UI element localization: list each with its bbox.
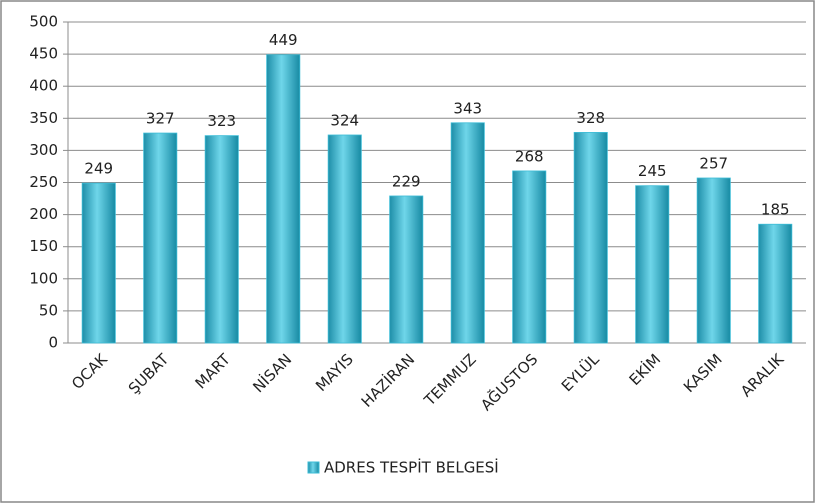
y-tick-label: 350 — [29, 109, 58, 127]
legend: ADRES TESPİT BELGESİ — [307, 458, 499, 477]
bar — [573, 132, 608, 344]
data-label: 324 — [330, 111, 359, 129]
data-label: 245 — [638, 162, 667, 180]
bar — [327, 134, 362, 344]
bar — [512, 170, 547, 344]
data-label: 328 — [576, 109, 605, 127]
bar — [81, 182, 116, 344]
data-label: 257 — [699, 155, 728, 173]
bar — [204, 135, 239, 344]
y-tick-label: 450 — [29, 45, 58, 63]
bar — [635, 185, 670, 344]
data-label: 343 — [453, 99, 482, 117]
bar — [389, 195, 424, 344]
bar — [143, 132, 178, 344]
bar — [758, 223, 793, 344]
data-label: 327 — [146, 110, 175, 128]
y-tick-label: 100 — [29, 269, 58, 287]
y-tick-label: 0 — [48, 334, 58, 352]
legend-swatch — [307, 461, 320, 474]
y-tick-label: 250 — [29, 173, 58, 191]
y-tick-label: 500 — [29, 13, 58, 31]
data-label: 229 — [392, 172, 421, 190]
data-label: 268 — [515, 147, 544, 165]
bar — [450, 122, 485, 344]
y-tick-label: 400 — [29, 77, 58, 95]
legend-label: ADRES TESPİT BELGESİ — [324, 458, 499, 477]
y-tick-label: 200 — [29, 205, 58, 223]
y-tick-label: 150 — [29, 237, 58, 255]
data-label: 449 — [269, 31, 298, 49]
data-label: 185 — [761, 201, 790, 219]
y-tick-label: 300 — [29, 141, 58, 159]
data-label: 249 — [84, 160, 113, 178]
bar — [266, 54, 301, 344]
data-label: 323 — [207, 112, 236, 130]
bar — [696, 177, 731, 344]
y-tick-label: 50 — [39, 301, 58, 319]
